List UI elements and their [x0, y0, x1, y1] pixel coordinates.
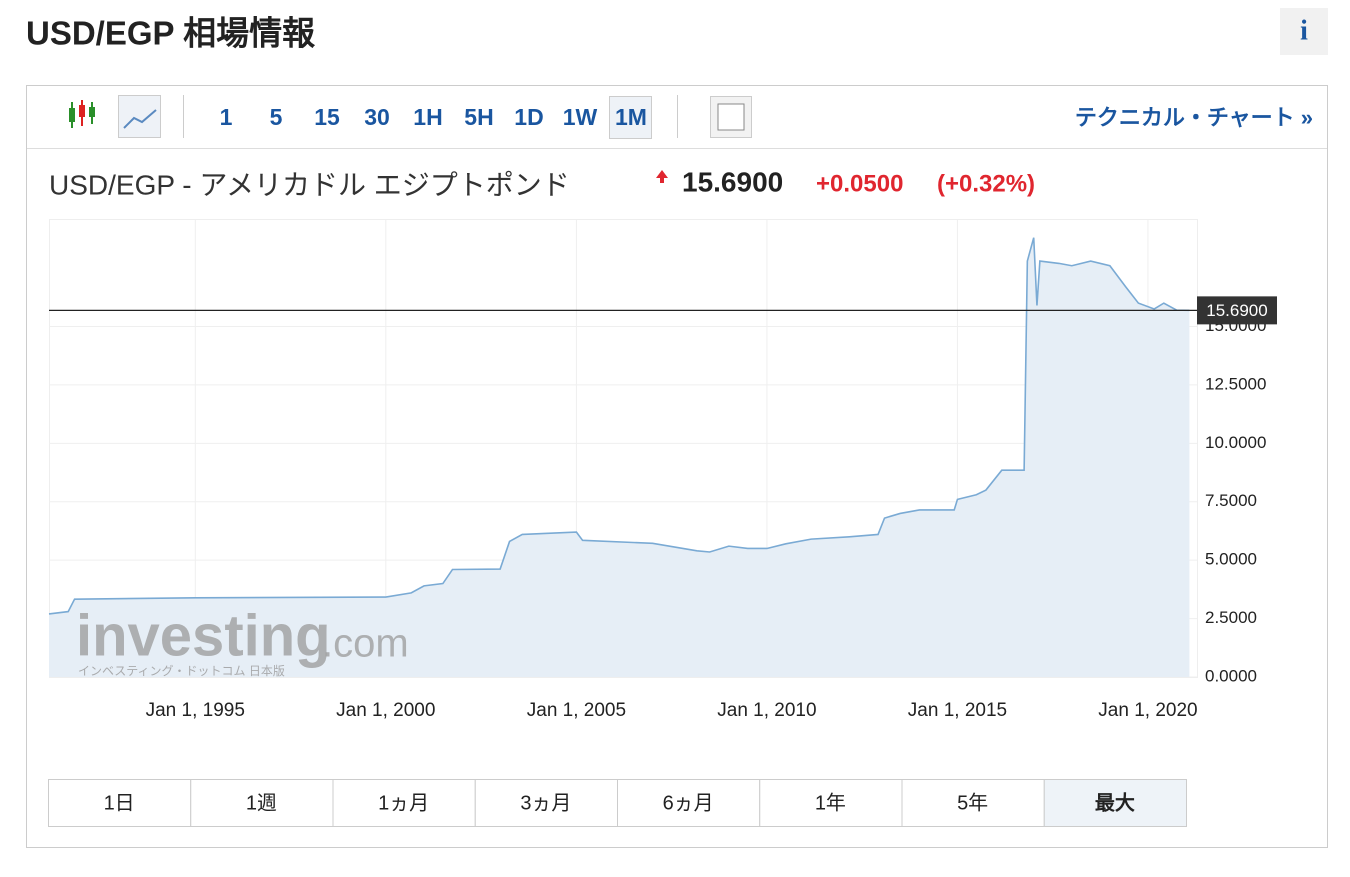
- interval-button[interactable]: 1M: [615, 104, 647, 130]
- y-tick-label: 5.0000: [1205, 550, 1257, 569]
- y-tick-label: 10.0000: [1205, 433, 1266, 452]
- panel: [26, 85, 1328, 848]
- candle-icon[interactable]: [69, 100, 95, 128]
- x-tick-label: Jan 1, 2010: [717, 700, 816, 721]
- change: +0.0500: [816, 170, 903, 197]
- technical-chart-link[interactable]: テクニカル・チャート »: [1075, 105, 1313, 130]
- last-price-box: [1197, 296, 1277, 325]
- line-icon-glyph: [123, 109, 157, 129]
- chart-title: USD/EGP - アメリカドル エジプトポンド: [49, 169, 570, 200]
- interval-button[interactable]: 1D: [514, 104, 543, 130]
- range-button[interactable]: [759, 779, 903, 827]
- x-tick-label: Jan 1, 2000: [336, 700, 435, 721]
- news-icon-glyph: [717, 103, 745, 131]
- range-button[interactable]: [332, 779, 476, 827]
- x-tick-label: Jan 1, 2005: [527, 700, 626, 721]
- y-tick-label: 12.5000: [1205, 374, 1266, 393]
- range-label: 最大: [1095, 791, 1135, 814]
- range-button[interactable]: [190, 779, 334, 827]
- x-tick-label: Jan 1, 2015: [908, 700, 1007, 721]
- y-tick-label: 2.5000: [1205, 608, 1257, 627]
- range-button[interactable]: [1043, 779, 1187, 827]
- x-tick-label: Jan 1, 2020: [1098, 700, 1197, 721]
- interval-button[interactable]: 30: [364, 104, 390, 130]
- interval-button[interactable]: 1W: [563, 104, 598, 130]
- range-button[interactable]: [617, 779, 761, 827]
- range-label: 1日: [104, 792, 135, 814]
- interval-button[interactable]: 5: [270, 104, 283, 130]
- range-button[interactable]: [474, 779, 618, 827]
- range-button[interactable]: [901, 779, 1045, 827]
- last-price-label: 15.6900: [1206, 301, 1267, 320]
- interval-button[interactable]: 1: [220, 104, 233, 130]
- range-label: 1年: [815, 791, 846, 814]
- info-icon: i: [1300, 15, 1308, 46]
- range-button[interactable]: [48, 779, 192, 827]
- up-arrow: [656, 170, 668, 183]
- watermark-tagline: インベスティング・ドットコム 日本版: [78, 664, 285, 678]
- price: 15.6900: [682, 166, 783, 197]
- range-label: 1週: [246, 791, 277, 814]
- interval-button[interactable]: 15: [314, 104, 340, 130]
- area: [49, 237, 1190, 677]
- interval-button[interactable]: 5H: [464, 104, 493, 130]
- range-label: 1ヵ月: [378, 792, 429, 814]
- line: [48, 237, 1190, 615]
- y-tick-label: 7.5000: [1205, 491, 1257, 510]
- x-tick-label: Jan 1, 1995: [146, 700, 245, 721]
- interval-selected[interactable]: [609, 96, 652, 139]
- range-label: 3ヵ月: [520, 792, 571, 814]
- line-icon[interactable]: [118, 95, 161, 138]
- y-tick-label: 0.0000: [1205, 666, 1257, 685]
- range-label: 6ヵ月: [663, 792, 714, 814]
- info-button[interactable]: [1280, 8, 1328, 55]
- interval-button[interactable]: 1H: [413, 104, 442, 130]
- range-label: 5年: [957, 791, 988, 814]
- watermark-brand: investing: [76, 603, 331, 668]
- change-pct: (+0.32%): [937, 170, 1035, 197]
- page-title: USD/EGP 相場情報: [26, 15, 315, 52]
- watermark-suffix: .com: [322, 622, 409, 666]
